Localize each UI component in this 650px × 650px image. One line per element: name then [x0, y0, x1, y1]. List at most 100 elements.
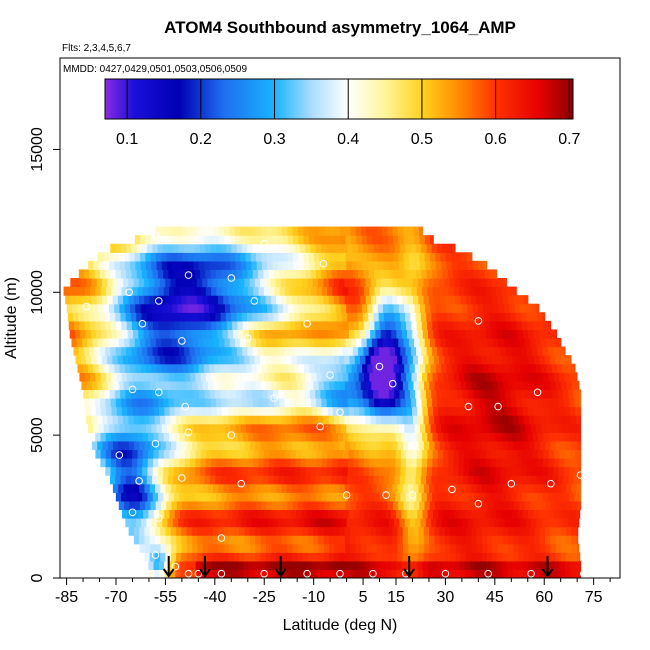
heat-cell: [78, 346, 85, 356]
heat-cell: [152, 312, 158, 322]
heat-cell: [166, 235, 173, 245]
heat-cell: [411, 286, 418, 296]
heat-cell: [181, 226, 188, 236]
heat-cell: [302, 380, 309, 391]
heat-cell: [366, 235, 373, 245]
heat-cell: [574, 372, 578, 382]
heat-cell: [558, 492, 565, 502]
heat-cell: [198, 423, 205, 433]
heat-cell: [389, 466, 396, 476]
heat-cell: [395, 432, 402, 442]
heat-cell: [438, 406, 445, 416]
heat-cell: [542, 466, 549, 476]
heat-cell: [141, 389, 148, 399]
heat-cell: [191, 355, 198, 365]
heat-cell: [406, 320, 412, 331]
heat-cell: [339, 440, 346, 451]
heat-cell: [142, 269, 148, 279]
heat-cell: [74, 286, 80, 296]
heat-cell: [207, 295, 214, 305]
heat-cell: [125, 518, 132, 528]
heat-cell: [242, 243, 248, 253]
heat-cell: [358, 286, 365, 296]
heat-cell: [196, 329, 203, 339]
heat-cell: [168, 492, 175, 502]
heat-cell: [300, 466, 307, 476]
heat-cell: [572, 423, 579, 433]
heat-cell: [315, 243, 322, 253]
heat-cell: [530, 303, 537, 313]
heat-cell: [418, 440, 425, 451]
heat-cell: [121, 458, 128, 468]
heat-cell: [312, 355, 319, 365]
heat-cell: [473, 475, 480, 485]
heat-cell: [236, 243, 243, 253]
heat-cell: [244, 295, 251, 305]
heat-cell: [135, 518, 142, 528]
heat-cell: [572, 363, 576, 373]
heat-cell: [118, 252, 125, 262]
heat-cell: [105, 449, 112, 459]
heat-cell: [348, 432, 355, 442]
heat-cell: [192, 226, 199, 236]
heat-cell: [358, 269, 365, 279]
heat-cell: [253, 372, 260, 382]
heat-cell: [204, 475, 211, 485]
heat-cell: [552, 518, 559, 528]
heat-cell: [97, 380, 104, 391]
heat-cell: [548, 449, 555, 459]
heat-cell: [429, 440, 436, 451]
heat-cell: [419, 338, 426, 348]
sample-point: [484, 569, 493, 578]
heat-cell: [147, 432, 154, 442]
heat-cell: [426, 492, 433, 502]
heat-cell: [167, 260, 173, 271]
heat-cell: [174, 509, 181, 519]
heat-cell: [321, 320, 328, 331]
heat-cell: [427, 432, 434, 442]
heat-cell: [361, 235, 368, 245]
heat-cell: [508, 500, 515, 511]
heat-cell: [144, 355, 150, 365]
heat-cell: [255, 380, 262, 391]
heat-cell: [262, 312, 269, 322]
heat-cell: [324, 338, 331, 348]
heat-cell: [266, 500, 273, 511]
heat-cell: [551, 338, 558, 348]
heat-cell: [481, 355, 488, 365]
heat-cell: [168, 346, 175, 356]
heat-cell: [355, 483, 362, 493]
heat-cell: [532, 320, 539, 331]
heat-cell: [222, 509, 229, 519]
heat-cell: [310, 269, 317, 279]
heat-cell: [352, 243, 359, 253]
heat-cell: [201, 406, 208, 416]
heat-cell: [478, 475, 485, 485]
heat-cell: [241, 518, 248, 528]
heat-cell: [491, 355, 498, 365]
heat-cell: [274, 509, 281, 519]
heat-cell: [484, 492, 491, 502]
heat-cell: [522, 449, 529, 459]
heat-cell: [465, 552, 472, 562]
heat-cell: [565, 355, 572, 365]
heat-cell: [188, 363, 195, 373]
heat-cell: [501, 329, 508, 339]
heat-cell: [170, 552, 177, 562]
heat-cell: [347, 243, 354, 253]
heat-cell: [190, 560, 197, 571]
heat-cell: [375, 355, 382, 365]
heat-cell: [534, 440, 541, 451]
heat-cell: [309, 389, 316, 399]
heat-cell: [400, 269, 407, 279]
heat-cell: [260, 278, 266, 288]
heat-cell: [373, 346, 380, 356]
heat-cell: [169, 509, 176, 519]
heat-cell: [536, 518, 543, 528]
heat-cell: [351, 363, 358, 373]
sample-point: [303, 319, 311, 328]
heat-cell: [284, 346, 291, 356]
heat-cell: [370, 355, 377, 365]
sample-point: [580, 569, 588, 578]
heat-cell: [296, 278, 303, 288]
